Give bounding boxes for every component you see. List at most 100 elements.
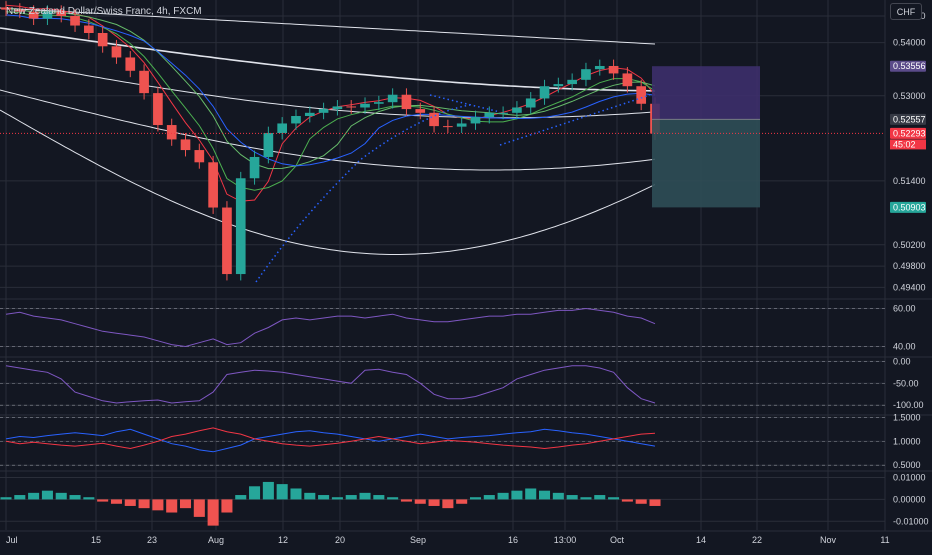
price-label-box xyxy=(890,201,926,213)
y-tick-label: -50.00 xyxy=(893,378,919,388)
x-tick-label: 13:00 xyxy=(554,535,577,545)
candle-body xyxy=(84,25,94,33)
x-tick-label: 12 xyxy=(278,535,288,545)
histogram-bar xyxy=(193,499,205,517)
envelope-upper-outer xyxy=(0,7,656,45)
candle-body xyxy=(28,11,39,19)
histogram-bar xyxy=(566,495,578,500)
candle-body xyxy=(97,32,108,47)
candle-body xyxy=(111,46,122,58)
candle-body xyxy=(277,123,288,134)
histogram-bar xyxy=(428,499,440,506)
histogram-bar xyxy=(387,497,399,500)
histogram-bar xyxy=(635,499,647,504)
candle-body xyxy=(166,125,177,140)
histogram-bar xyxy=(97,499,109,502)
envelope-bottom xyxy=(0,109,656,255)
histogram-bar xyxy=(207,499,219,526)
ma-slow xyxy=(5,8,656,170)
x-tick-label: 14 xyxy=(696,535,706,545)
histogram-bar xyxy=(179,499,192,509)
price-label: 0.52557 xyxy=(893,114,926,124)
candle-body xyxy=(332,106,343,110)
candle-body xyxy=(553,84,564,87)
histogram-bar xyxy=(373,495,385,500)
histogram-bar xyxy=(359,492,371,500)
candle-body xyxy=(180,139,191,151)
y-tick-label: -100.00 xyxy=(893,400,924,410)
histogram-bar xyxy=(400,499,412,502)
candle-body xyxy=(153,93,163,126)
x-tick-label: Jul xyxy=(6,535,18,545)
candle-body xyxy=(636,86,647,104)
candle-body xyxy=(14,9,25,12)
histogram-bar xyxy=(110,499,122,504)
y-tick-label: 0.54000 xyxy=(893,38,926,48)
candle-body xyxy=(512,107,522,113)
candle-body xyxy=(346,106,357,108)
histogram-bar xyxy=(152,499,164,511)
histogram-bar xyxy=(442,499,454,509)
histogram-bar xyxy=(552,492,564,500)
ma-trend xyxy=(5,14,656,167)
ma-medium xyxy=(5,11,656,191)
histogram-bar xyxy=(318,495,330,500)
currency-button[interactable]: CHF xyxy=(890,3,922,20)
histogram-bar xyxy=(83,497,95,500)
x-tick-label: Sep xyxy=(410,535,426,545)
histogram-bar xyxy=(345,495,357,500)
candle-body xyxy=(622,73,633,87)
histogram-bar xyxy=(28,492,40,500)
countdown-label: 45:02 xyxy=(893,139,916,149)
stop-loss-zone xyxy=(652,66,760,120)
x-tick-label: Oct xyxy=(610,535,625,545)
histogram-bar xyxy=(14,495,26,500)
symbol-title[interactable]: New Zealand Dollar/Swiss Franc, 4h, FXCM xyxy=(6,6,202,17)
histogram-bar xyxy=(138,499,150,509)
y-tick-label: 0.50200 xyxy=(893,240,926,250)
dotted-resistance-line xyxy=(429,94,501,113)
y-tick-label: 1.0000 xyxy=(893,436,921,446)
histogram-bar xyxy=(69,495,81,500)
y-tick-label: -0.01000 xyxy=(893,516,929,526)
histogram-bar xyxy=(469,497,482,500)
candle-body xyxy=(429,112,439,127)
histogram-bar xyxy=(456,499,468,504)
x-tick-label: Nov xyxy=(820,535,837,545)
candle-body xyxy=(539,86,550,99)
histogram-bar xyxy=(249,486,261,500)
candle-body xyxy=(291,116,301,124)
y-tick-label: 0.53000 xyxy=(893,91,926,101)
histogram-bar xyxy=(580,497,592,500)
histogram-bar xyxy=(124,499,136,506)
take-profit-zone xyxy=(652,119,760,208)
histogram-bar xyxy=(414,499,426,504)
histogram-bar xyxy=(649,499,661,506)
candle-body xyxy=(249,156,260,179)
x-tick-label: 11 xyxy=(880,535,889,545)
price-label-box xyxy=(890,127,926,139)
candle-body xyxy=(56,11,67,16)
candle-body xyxy=(222,207,232,275)
histogram-bar xyxy=(221,499,233,513)
histogram-bar xyxy=(304,492,316,500)
candle-body xyxy=(443,126,453,128)
candle-body xyxy=(484,112,495,118)
candle-body xyxy=(235,178,246,275)
histogram-bar xyxy=(0,497,12,500)
x-tick-label: Aug xyxy=(208,535,224,545)
y-tick-label: 0.5000 xyxy=(893,460,921,470)
x-tick-label: 16 xyxy=(508,535,518,545)
candle-body xyxy=(525,98,536,108)
candle-body xyxy=(373,102,384,104)
x-tick-label: 15 xyxy=(91,535,101,545)
y-tick-label: 40.00 xyxy=(893,342,916,352)
dotted-support-line xyxy=(499,94,651,146)
price-label-box xyxy=(890,113,926,125)
candle-body xyxy=(581,69,591,80)
histogram-bar xyxy=(608,497,620,500)
oscillator-line xyxy=(5,307,656,348)
candle-body xyxy=(594,65,605,70)
